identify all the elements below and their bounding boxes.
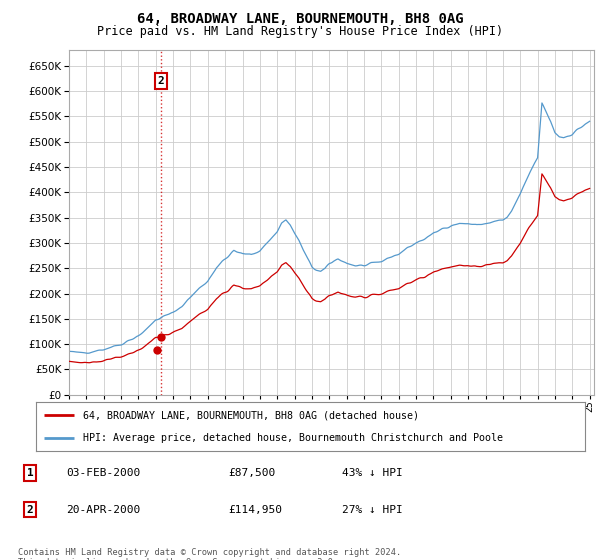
Text: 2: 2 <box>26 505 34 515</box>
Text: 43% ↓ HPI: 43% ↓ HPI <box>342 468 403 478</box>
Text: HPI: Average price, detached house, Bournemouth Christchurch and Poole: HPI: Average price, detached house, Bour… <box>83 433 503 444</box>
Text: 27% ↓ HPI: 27% ↓ HPI <box>342 505 403 515</box>
Text: 03-FEB-2000: 03-FEB-2000 <box>66 468 140 478</box>
Text: 64, BROADWAY LANE, BOURNEMOUTH, BH8 0AG (detached house): 64, BROADWAY LANE, BOURNEMOUTH, BH8 0AG … <box>83 410 419 421</box>
Text: 1: 1 <box>26 468 34 478</box>
Text: £114,950: £114,950 <box>228 505 282 515</box>
Text: Contains HM Land Registry data © Crown copyright and database right 2024.
This d: Contains HM Land Registry data © Crown c… <box>18 548 401 560</box>
Text: 2: 2 <box>157 76 164 86</box>
Text: Price paid vs. HM Land Registry's House Price Index (HPI): Price paid vs. HM Land Registry's House … <box>97 25 503 38</box>
Text: 20-APR-2000: 20-APR-2000 <box>66 505 140 515</box>
Text: 64, BROADWAY LANE, BOURNEMOUTH, BH8 0AG: 64, BROADWAY LANE, BOURNEMOUTH, BH8 0AG <box>137 12 463 26</box>
Text: £87,500: £87,500 <box>228 468 275 478</box>
